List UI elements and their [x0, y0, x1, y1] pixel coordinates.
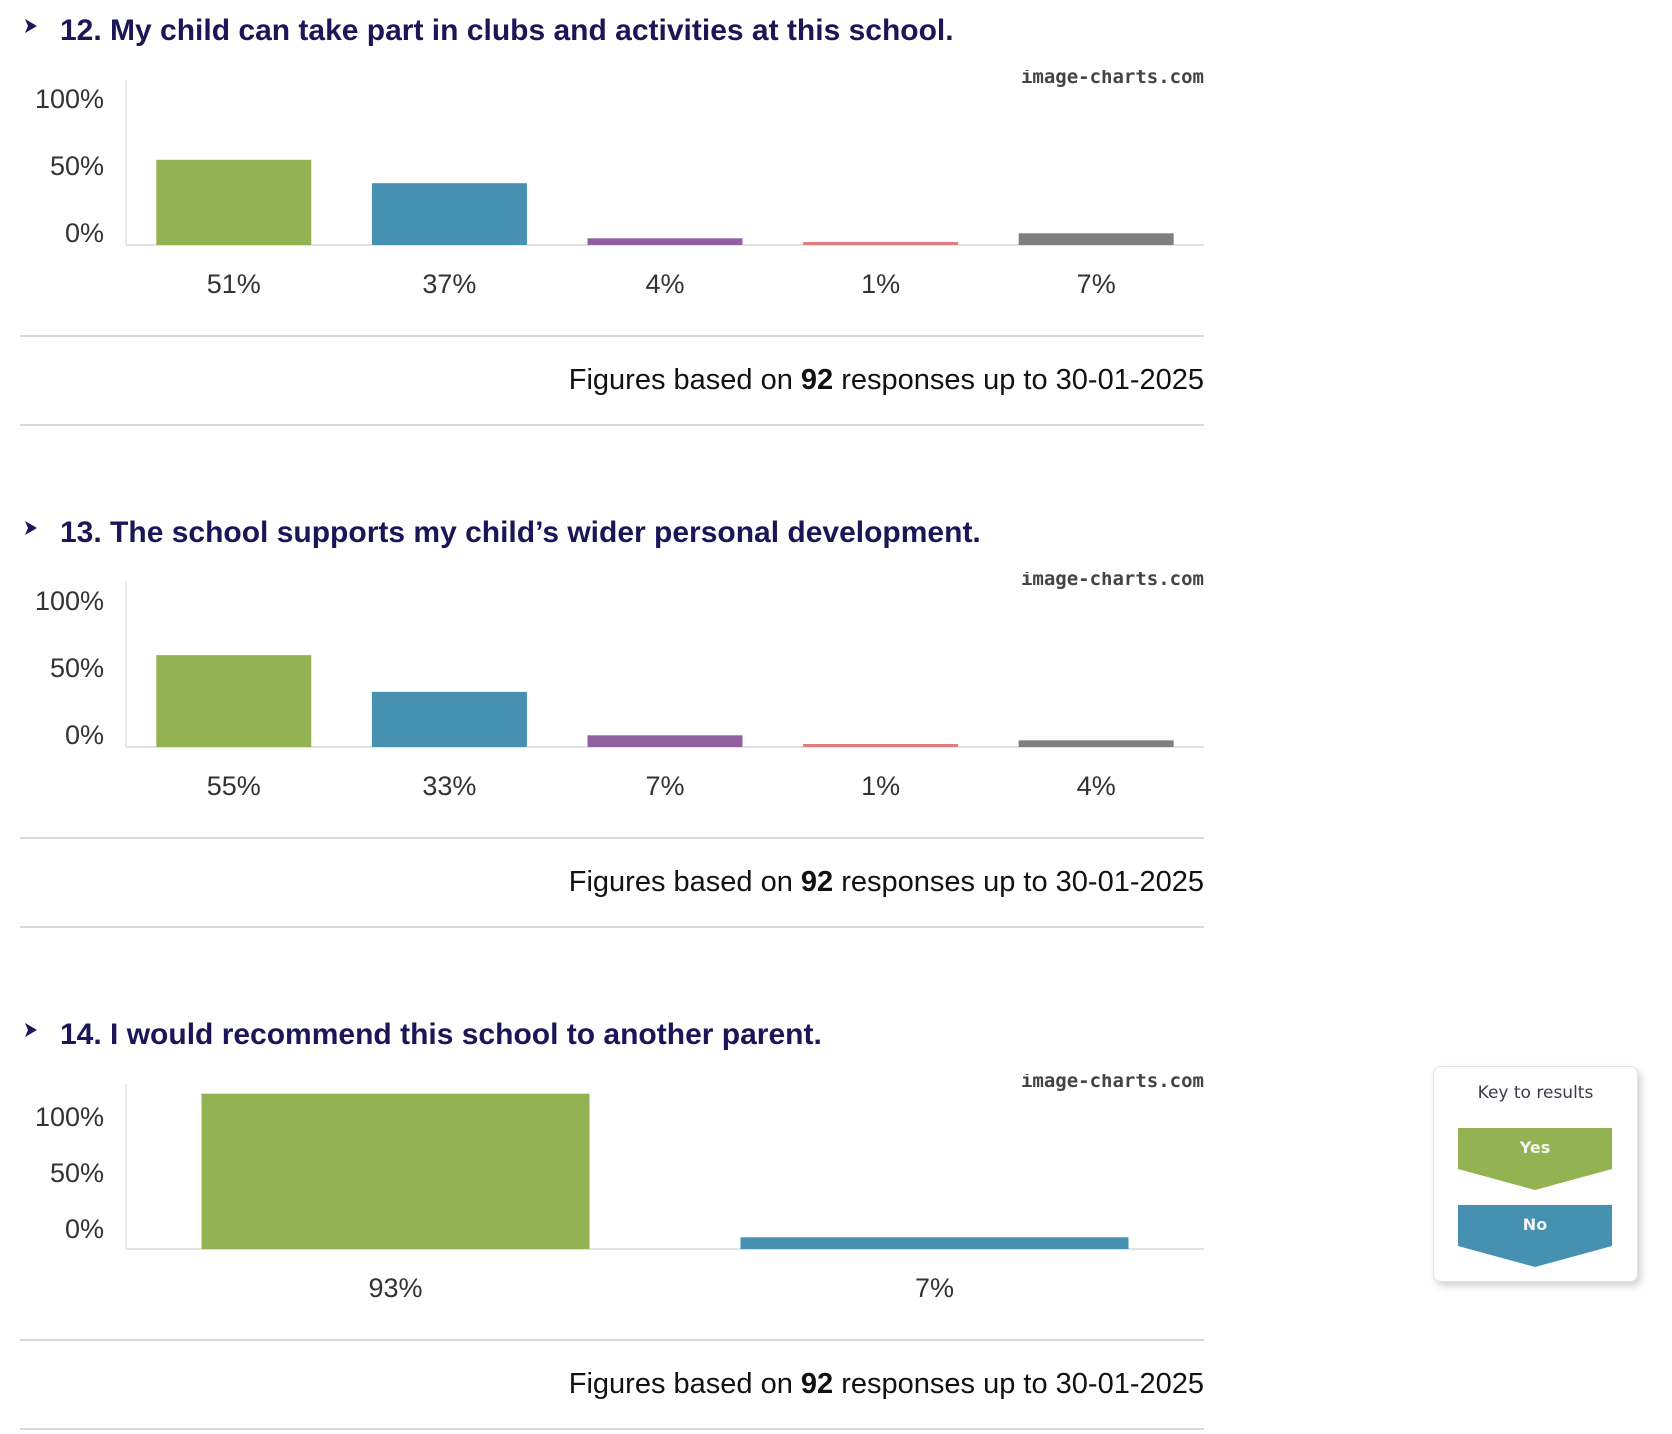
watermark: image-charts.com	[1021, 1074, 1204, 1092]
bar-value-label: 55%	[207, 771, 261, 801]
bar-value-label: 37%	[422, 269, 476, 299]
chevron-right-icon	[25, 19, 37, 33]
key-item-yes: Yes	[1458, 1128, 1612, 1190]
bar	[803, 242, 959, 245]
question-13: 13. The school supports my child’s wider…	[0, 502, 1210, 932]
chevron-right-icon	[25, 521, 37, 535]
bar-value-label: 7%	[645, 771, 684, 801]
bar-value-label: 1%	[861, 771, 900, 801]
chevron-right-icon	[25, 1023, 37, 1037]
y-tick-label: 0%	[65, 720, 104, 750]
watermark: image-charts.com	[1021, 70, 1204, 88]
no-chip-shape	[1458, 1205, 1612, 1267]
figures-note: Figures based on 92 responses up to 30-0…	[568, 364, 1204, 396]
bar	[156, 159, 312, 245]
figures-note: Figures based on 92 responses up to 30-0…	[568, 1368, 1204, 1400]
question-title[interactable]: 14. I would recommend this school to ano…	[22, 1018, 822, 1052]
bar-value-label: 1%	[861, 269, 900, 299]
y-tick-label: 50%	[50, 653, 104, 683]
bar	[201, 1093, 590, 1249]
question-12: 12. My child can take part in clubs and …	[0, 0, 1210, 430]
divider	[20, 1339, 1204, 1341]
divider	[20, 424, 1204, 426]
divider	[20, 926, 1204, 928]
response-count: 92	[800, 866, 834, 898]
figures-note: Figures based on 92 responses up to 30-0…	[568, 866, 1204, 898]
question-title[interactable]: 12. My child can take part in clubs and …	[22, 14, 954, 48]
watermark: image-charts.com	[1021, 572, 1204, 590]
bar	[587, 238, 743, 245]
y-tick-label: 100%	[35, 1102, 104, 1132]
y-tick-label: 50%	[50, 1158, 104, 1188]
question-title[interactable]: 13. The school supports my child’s wider…	[22, 516, 981, 550]
response-count: 92	[800, 1368, 834, 1400]
bar	[371, 691, 527, 747]
bar	[803, 744, 959, 747]
bar	[1018, 740, 1174, 747]
y-tick-label: 50%	[50, 151, 104, 181]
key-item-no: No	[1458, 1205, 1612, 1267]
question-title-text: 14. I would recommend this school to ano…	[60, 1018, 822, 1051]
y-tick-label: 100%	[35, 84, 104, 114]
y-tick-label: 0%	[65, 1214, 104, 1244]
response-count: 92	[800, 364, 834, 396]
bar	[156, 655, 312, 747]
bar-value-label: 33%	[422, 771, 476, 801]
key-title: Key to results	[1477, 1083, 1594, 1103]
bar	[371, 183, 527, 245]
bar-chart: 100% 50% 0% image-charts.com 93% 7%	[35, 1074, 1204, 1303]
bar-chart: 100% 50% 0% image-charts.com 55% 33% 7% 1% 4%	[35, 572, 1204, 801]
bar-value-label: 4%	[645, 269, 684, 299]
bar-value-label: 7%	[1077, 269, 1116, 299]
divider	[20, 335, 1204, 337]
question-title-text: 12. My child can take part in clubs and …	[60, 14, 954, 47]
bar-value-label: 51%	[207, 269, 261, 299]
bar-value-label: 4%	[1077, 771, 1116, 801]
bar-value-label: 7%	[915, 1273, 954, 1303]
key-to-results: Key to results Yes No	[1433, 1066, 1638, 1282]
y-tick-label: 100%	[35, 586, 104, 616]
bar-chart: 100% 50% 0% image-charts.com 51% 37% 4% 1% 7%	[35, 70, 1204, 299]
yes-chip-shape	[1458, 1128, 1612, 1190]
divider	[20, 837, 1204, 839]
key-item-label: No	[1522, 1215, 1548, 1234]
key-item-label: Yes	[1519, 1138, 1551, 1157]
divider	[20, 1428, 1204, 1430]
question-title-text: 13. The school supports my child’s wider…	[60, 516, 981, 549]
bar	[1018, 233, 1174, 245]
bar-value-label: 93%	[368, 1273, 422, 1303]
y-tick-label: 0%	[65, 218, 104, 248]
bar	[740, 1237, 1129, 1249]
bar	[587, 735, 743, 747]
question-14: 14. I would recommend this school to ano…	[0, 1004, 1210, 1434]
